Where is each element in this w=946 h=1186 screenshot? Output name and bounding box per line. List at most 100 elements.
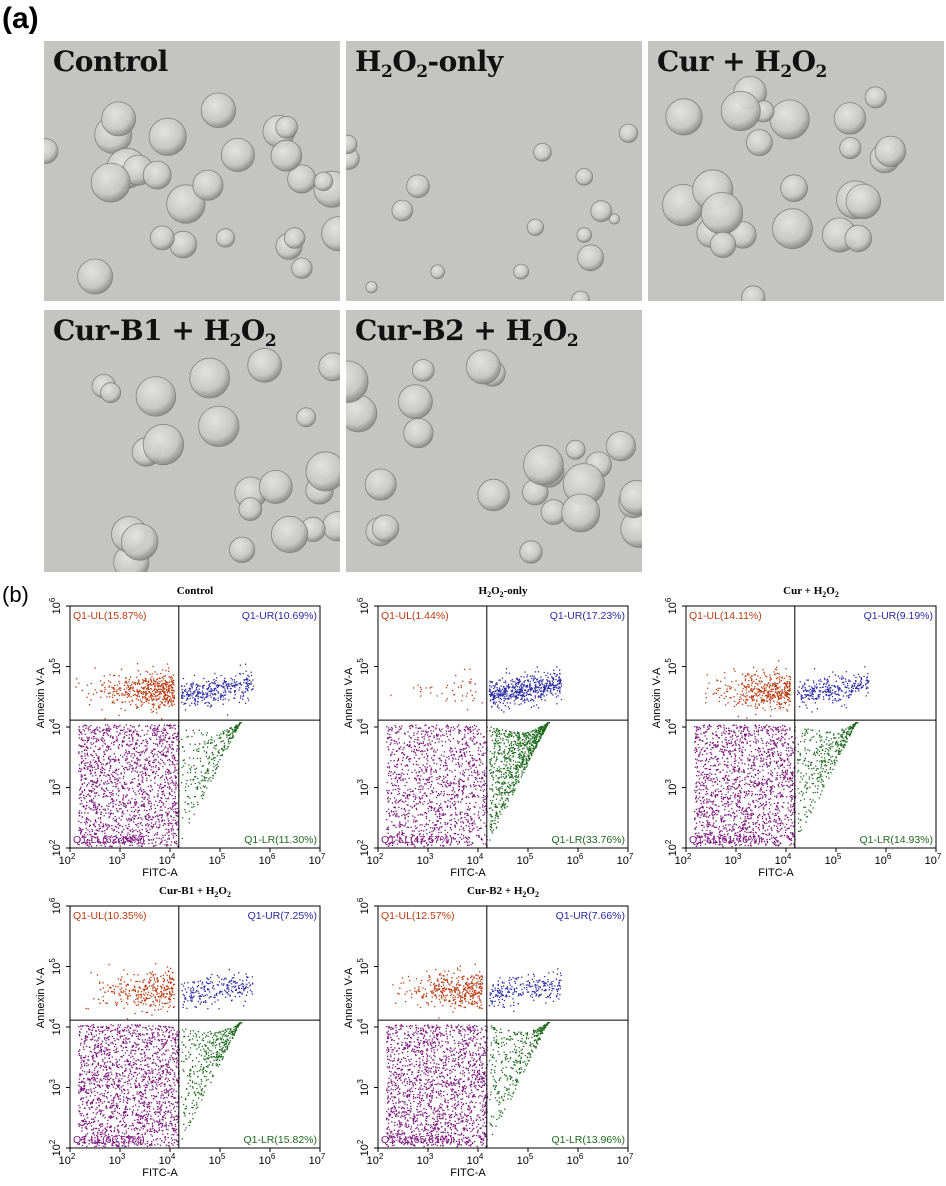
y-tick-label: 104 (664, 718, 679, 735)
x-axis-label: FITC-A (142, 1167, 178, 1179)
x-tick-label: 107 (617, 852, 634, 867)
x-axis-label: FITC-A (450, 867, 486, 879)
quadrant-label-ll: Q1-LL(47.57%) (381, 834, 453, 846)
y-tick-label: 102 (48, 1139, 63, 1156)
y-tick-label: 106 (48, 897, 63, 914)
x-tick-label: 103 (417, 1152, 434, 1167)
quadrant-label-lr: Q1-LR(15.82%) (243, 1134, 317, 1146)
cell-image (346, 310, 642, 572)
y-tick-label: 106 (356, 597, 371, 614)
x-tick-label: 105 (209, 852, 226, 867)
quadrant-label-ur: Q1-UR(7.66%) (556, 910, 625, 922)
flow-plot-title: Cur + H2O2 (783, 585, 839, 600)
y-tick-label: 105 (356, 958, 371, 975)
plot-frame (685, 605, 937, 849)
quadrant-label-lr: Q1-LR(11.30%) (244, 834, 317, 846)
scatter-points (694, 660, 870, 848)
cell-image (346, 41, 642, 301)
y-tick-label: 105 (48, 658, 63, 675)
y-tick-label: 103 (48, 1079, 63, 1096)
y-axis-label: Annexin V-A (35, 667, 47, 728)
flow-plot-control: 102 103 104 105 106 107 102 103 104 105 106 FITC-A A… (30, 585, 330, 885)
y-tick-label: 105 (48, 958, 63, 975)
x-tick-label: 104 (467, 852, 484, 867)
y-axis-label: Annexin V-A (35, 967, 47, 1028)
micrograph-label: Cur-B2 + H2O2 (355, 314, 579, 351)
quadrant-label-ul: Q1-UL(15.87%) (73, 610, 147, 622)
quadrant-label-lr: Q1-LR(33.76%) (551, 834, 625, 846)
quadrant-label-ul: Q1-UL(12.57%) (381, 910, 455, 922)
x-tick-label: 103 (725, 852, 742, 867)
flow-plot-svg: 102 103 104 105 106 107102103104105106FITC-AA… (343, 897, 634, 1179)
micrograph-label: H2O2-only (355, 45, 503, 82)
x-tick-label: 106 (567, 852, 584, 867)
quadrant-label-ur: Q1-UR(17.23%) (550, 610, 625, 622)
quadrant-label-ul: Q1-UL(10.35%) (73, 910, 147, 922)
cell-image (648, 41, 944, 301)
x-tick-label: 105 (825, 852, 842, 867)
micrograph-label: Cur-B1 + H2O2 (53, 314, 277, 351)
quadrant-label-lr: Q1-LR(14.93%) (859, 834, 933, 846)
y-tick-label: 102 (48, 839, 63, 856)
micrograph-control: Control (44, 41, 340, 301)
scatter-points (78, 963, 254, 1148)
panel-a-letter: (a) (2, 2, 39, 35)
quadrant-label-ur: Q1-UR(7.25%) (248, 910, 317, 922)
y-tick-label: 103 (664, 779, 679, 796)
x-tick-label: 105 (517, 1152, 534, 1167)
flow-plot-svg: 102 103 104 105 106 107102103104105106FITC-AA… (35, 897, 326, 1179)
quadrant-label-ll: Q1-LL(62.14%) (73, 834, 145, 846)
y-tick-label: 103 (356, 779, 371, 796)
scatter-points (75, 663, 255, 848)
micrograph-cur-b1-h2o2: Cur-B1 + H2O2 (44, 310, 340, 572)
x-axis-label: FITC-A (142, 867, 178, 879)
scatter-points (386, 963, 562, 1148)
cell-image (44, 310, 340, 572)
x-tick-label: 104 (159, 852, 176, 867)
x-tick-label: 107 (617, 1152, 634, 1167)
y-axis-label: Annexin V-A (651, 667, 663, 728)
quadrant-label-ur: Q1-UR(10.69%) (242, 610, 317, 622)
quadrant-label-ul: Q1-UL(14.11%) (689, 610, 762, 622)
y-axis-label: Annexin V-A (343, 967, 355, 1028)
x-tick-label: 105 (517, 852, 534, 867)
micrograph-label: Cur + H2O2 (657, 45, 827, 82)
quadrant-label-ll: Q1-LL(61.76%) (689, 834, 761, 846)
plot-frame (69, 605, 321, 849)
flow-plot-title: Control (176, 585, 214, 597)
y-tick-label: 104 (356, 1018, 371, 1035)
y-tick-label: 104 (48, 718, 63, 735)
x-tick-label: 106 (567, 1152, 584, 1167)
x-tick-label: 107 (925, 852, 942, 867)
y-tick-label: 103 (356, 1079, 371, 1096)
y-tick-label: 106 (48, 597, 63, 614)
y-tick-label: 102 (356, 839, 371, 856)
flow-plot-cur-b2-h2o2: 102 103 104 105 106 107 102 103 104 105 106 FITC-A A… (338, 885, 638, 1185)
x-tick-label: 104 (159, 1152, 176, 1167)
micrograph-label: Control (53, 45, 168, 78)
x-tick-label: 103 (417, 852, 434, 867)
x-tick-label: 107 (309, 1152, 326, 1167)
x-tick-label: 104 (775, 852, 792, 867)
panel-b-letter: (b) (2, 582, 29, 607)
quadrant-label-lr: Q1-LR(13.96%) (551, 1134, 625, 1146)
quadrant-label-ll: Q1-LL(66.57%) (73, 1134, 145, 1146)
x-tick-label: 103 (109, 1152, 126, 1167)
y-tick-label: 102 (356, 1139, 371, 1156)
x-tick-label: 104 (467, 1152, 484, 1167)
quadrant-label-ur: Q1-UR(9.19%) (864, 610, 933, 622)
flow-plot-svg: 102 103 104 105 106 107102103104105106FITC-AA… (651, 597, 942, 879)
y-axis-label: Annexin V-A (343, 667, 355, 728)
flow-plot-title: Cur-B1 + H2O2 (159, 885, 231, 900)
x-tick-label: 106 (259, 852, 276, 867)
x-tick-label: 106 (259, 1152, 276, 1167)
y-tick-label: 104 (48, 1018, 63, 1035)
y-tick-label: 104 (356, 718, 371, 735)
micrograph-cur-b2-h2o2: Cur-B2 + H2O2 (346, 310, 642, 572)
flow-plot-svg: 102 103 104 105 106 107102103104105106FITC-AA… (343, 597, 634, 879)
flow-plot-title: H2O2-only (478, 585, 528, 600)
x-tick-label: 106 (875, 852, 892, 867)
scatter-points (386, 666, 563, 848)
y-tick-label: 102 (664, 839, 679, 856)
flow-plot-cur-b1-h2o2: 102 103 104 105 106 107 102 103 104 105 106 FITC-A A… (30, 885, 330, 1185)
